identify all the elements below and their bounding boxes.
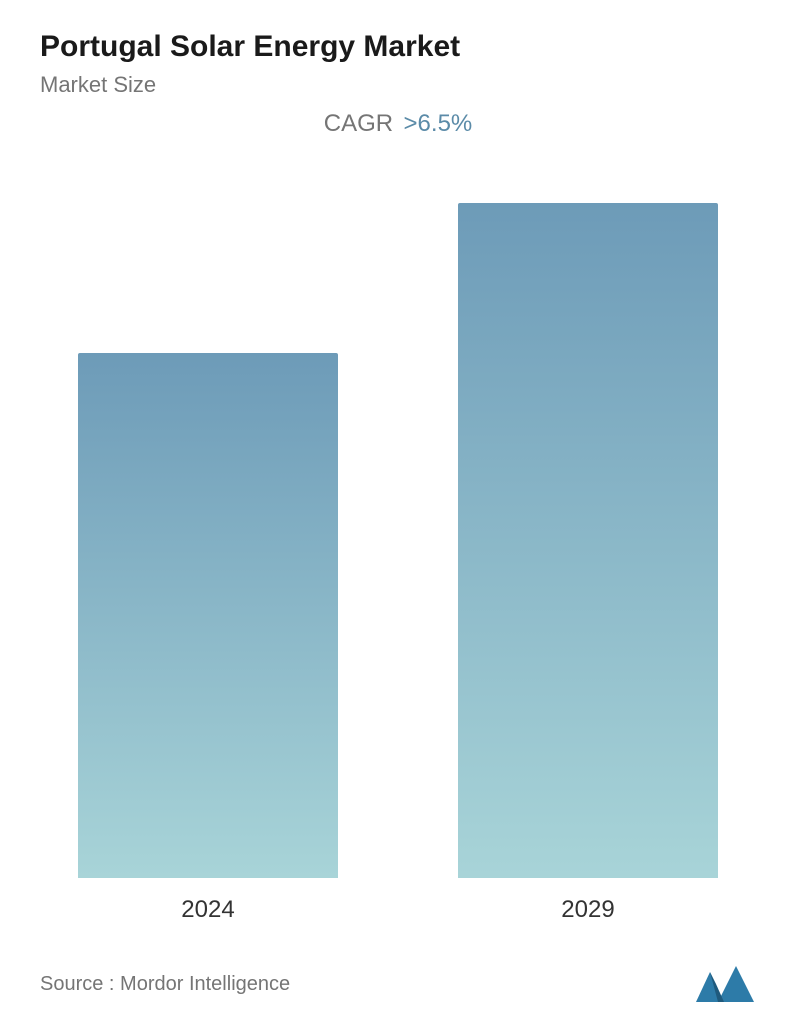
- cagr-value: >6.5%: [404, 110, 473, 137]
- chart-title: Portugal Solar Energy Market: [40, 30, 756, 64]
- cagr-label: CAGR: [324, 110, 393, 137]
- bar-0: [78, 353, 338, 878]
- bar-label-0: 2024: [181, 896, 234, 924]
- brand-logo-icon: [694, 964, 756, 1004]
- bar-1: [458, 203, 718, 878]
- chart-area: 2024 2029: [40, 158, 756, 934]
- chart-subtitle: Market Size: [40, 72, 756, 98]
- chart-container: Portugal Solar Energy Market Market Size…: [0, 0, 796, 1034]
- bar-label-1: 2029: [561, 896, 614, 924]
- source-text: Source : Mordor Intelligence: [40, 973, 290, 996]
- cagr-row: CAGR >6.5%: [40, 110, 756, 138]
- footer: Source : Mordor Intelligence: [40, 944, 756, 1004]
- bar-group-0: 2024: [78, 158, 338, 924]
- bar-group-1: 2029: [458, 158, 718, 924]
